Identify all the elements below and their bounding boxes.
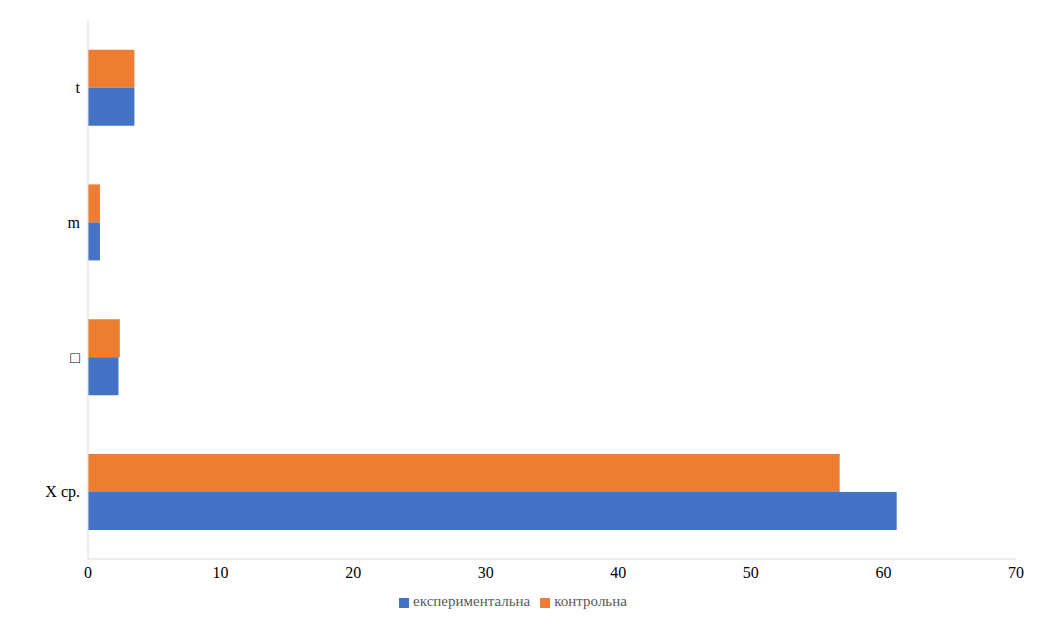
svg-text:X ср.: X ср.: [45, 483, 80, 501]
svg-text:70: 70: [1008, 564, 1024, 581]
svg-text:40: 40: [610, 564, 626, 581]
svg-text:10: 10: [213, 564, 229, 581]
svg-text:60: 60: [875, 564, 891, 581]
html-text:експериментальна: експериментальна: [413, 593, 531, 609]
svg-text:50: 50: [743, 564, 759, 581]
svg-text:30: 30: [478, 564, 494, 581]
svg-text:0: 0: [84, 564, 92, 581]
svg-text:20: 20: [345, 564, 361, 581]
svg-text:□: □: [70, 349, 80, 366]
svg-text:m: m: [68, 214, 81, 231]
html-text:контрольна: контрольна: [554, 593, 627, 609]
svg-text:t: t: [76, 79, 81, 96]
